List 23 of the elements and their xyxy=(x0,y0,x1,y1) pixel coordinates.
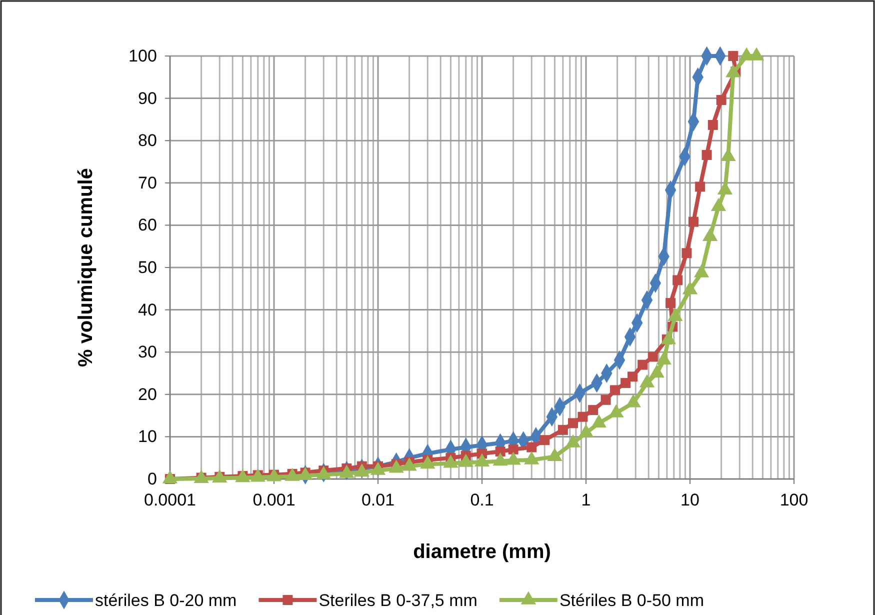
legend-label: stériles B 0-20 mm xyxy=(95,591,237,610)
x-tick-label: 10 xyxy=(680,490,700,510)
y-tick-label: 40 xyxy=(138,300,157,320)
legend-label: Stériles B 0-50 mm xyxy=(559,591,704,610)
x-tick-label: 0.0001 xyxy=(144,490,196,510)
y-tick-label: 70 xyxy=(138,173,157,192)
y-tick-label: 100 xyxy=(128,46,157,66)
x-tick-label: 1 xyxy=(581,490,591,510)
x-tick-label: 0.01 xyxy=(361,490,395,510)
y-tick-label: 10 xyxy=(138,427,157,446)
legend-label: Steriles B 0-37,5 mm xyxy=(318,591,478,610)
x-tick-label: 100 xyxy=(780,490,808,510)
y-tick-label: 50 xyxy=(138,258,157,277)
y-tick-label: 0 xyxy=(147,469,157,488)
y-axis-title: % volumique cumulé xyxy=(75,168,97,367)
y-tick-label: 80 xyxy=(138,131,157,150)
y-tick-label: 20 xyxy=(138,384,157,404)
y-tick-label: 90 xyxy=(138,88,157,108)
y-tick-label: 30 xyxy=(138,342,157,362)
x-axis-title: diametre (mm) xyxy=(413,541,551,563)
y-tick-label: 60 xyxy=(138,216,157,235)
x-tick-label: 0.1 xyxy=(470,490,494,510)
x-tick-label: 0.001 xyxy=(252,490,296,510)
